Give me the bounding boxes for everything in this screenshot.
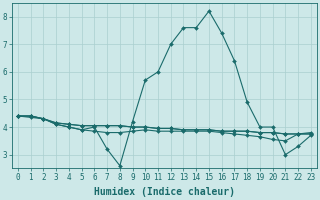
X-axis label: Humidex (Indice chaleur): Humidex (Indice chaleur) [94, 187, 235, 197]
